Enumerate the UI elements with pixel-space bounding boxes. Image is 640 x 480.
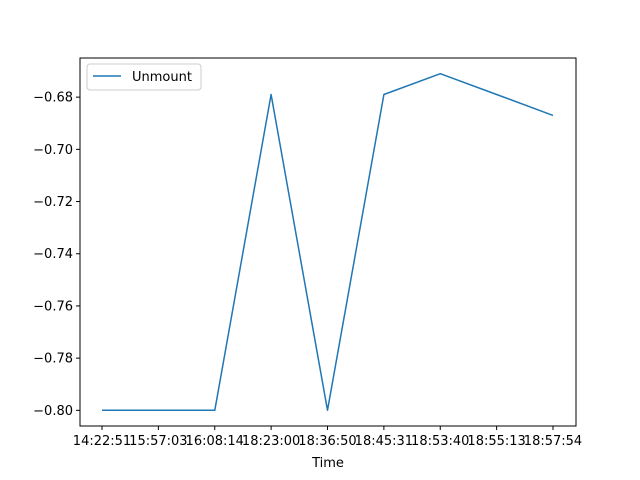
y-tick-label: −0.78 — [33, 352, 73, 367]
y-tick-label: −0.70 — [33, 143, 73, 158]
x-tick-label: 18:23:00 — [242, 434, 300, 449]
y-tick-label: −0.74 — [33, 247, 73, 262]
x-tick-label: 18:36:50 — [298, 434, 356, 449]
axes-border — [79, 57, 577, 427]
axes-frame — [79, 57, 577, 427]
x-tick-label: 18:53:40 — [411, 434, 469, 449]
x-tick-label: 18:55:13 — [467, 434, 525, 449]
y-tick-label: −0.80 — [33, 404, 73, 419]
legend-label-unmount: Unmount — [132, 70, 192, 85]
x-tick-label: 16:08:14 — [186, 434, 244, 449]
y-axis: −0.68 −0.70 −0.72 −0.74 −0.76 −0.78 −0.80 — [33, 91, 80, 419]
x-axis: 14:22:5115:57:0316:08:1418:23:0018:36:50… — [73, 426, 582, 449]
series-layer — [101, 72, 554, 412]
legend: Unmount — [86, 63, 202, 91]
x-tick-label: 14:22:51 — [73, 434, 131, 449]
x-tick-label: 18:45:31 — [355, 434, 413, 449]
y-tick-label: −0.68 — [33, 91, 73, 106]
x-axis-label: Time — [311, 456, 344, 471]
y-tick-label: −0.76 — [33, 299, 73, 314]
x-tick-label: 15:57:03 — [129, 434, 187, 449]
y-tick-label: −0.72 — [33, 195, 73, 210]
legend-box — [86, 63, 202, 91]
x-tick-label: 18:57:54 — [524, 434, 582, 449]
series-line-unmount — [102, 72, 554, 412]
